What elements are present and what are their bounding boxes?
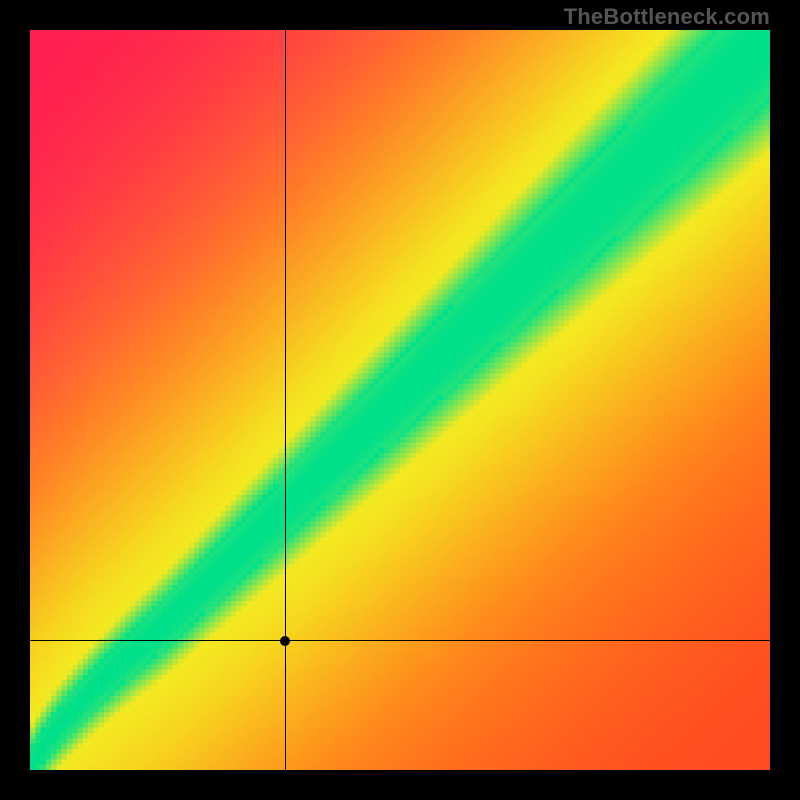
crosshair-dot: [280, 636, 290, 646]
watermark-text: TheBottleneck.com: [564, 4, 770, 30]
heatmap-canvas: [30, 30, 770, 770]
root-container: TheBottleneck.com: [0, 0, 800, 800]
crosshair-horizontal: [30, 640, 770, 641]
crosshair-vertical: [285, 30, 286, 770]
